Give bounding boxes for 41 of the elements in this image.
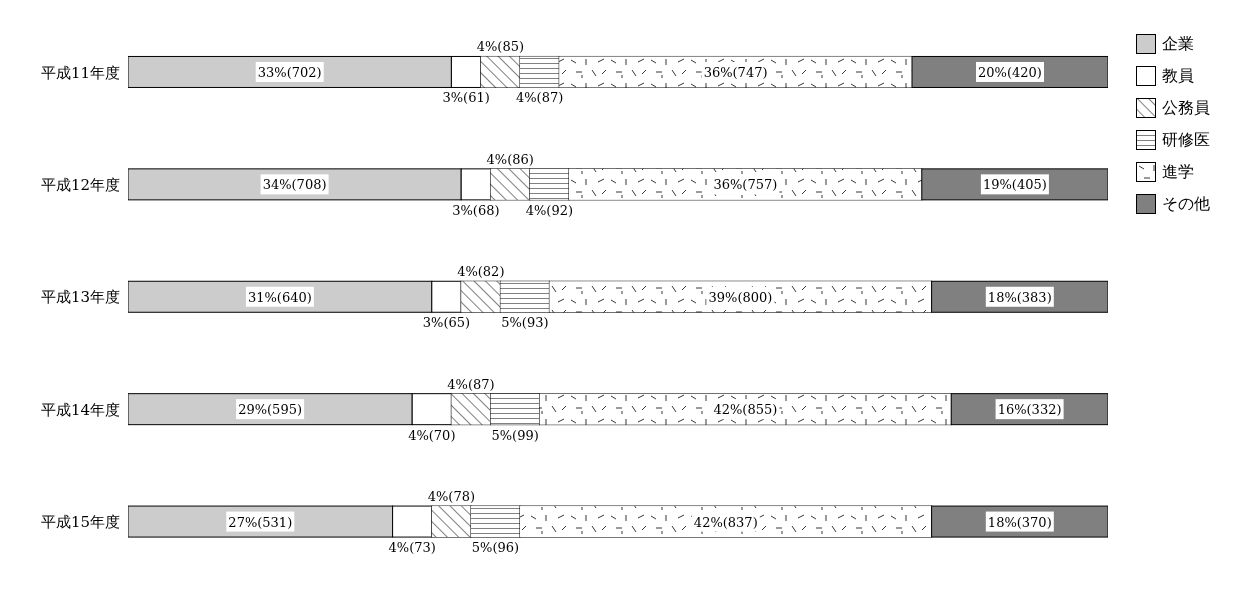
data-label: 18%(383): [987, 289, 1052, 305]
data-label: 4%(73): [388, 540, 436, 556]
data-label: 5%(99): [491, 427, 539, 443]
data-label: 3%(68): [452, 202, 500, 218]
data-label: 4%(87): [515, 90, 564, 106]
data-label: 36%(747): [703, 64, 768, 80]
legend-label: 教員: [1162, 65, 1194, 87]
legend-label: 公務員: [1162, 97, 1210, 119]
data-label: 31%(640): [247, 289, 312, 305]
legend-label: 研修医: [1162, 129, 1210, 151]
data-label: 27%(531): [228, 514, 293, 530]
data-label: 39%(800): [708, 289, 773, 305]
data-label: 29%(595): [238, 402, 303, 418]
y-tick-label: 平成15年度: [40, 513, 120, 532]
data-label: 19%(405): [982, 177, 1047, 193]
data-label: 33%(702): [257, 64, 322, 80]
y-tick-label: 平成13年度: [40, 288, 120, 307]
data-label: 36%(757): [713, 177, 778, 193]
data-label: 5%(96): [471, 540, 520, 556]
data-label: 4%(87): [447, 376, 495, 392]
data-label: 4%(92): [525, 202, 574, 218]
data-label: 4%(85): [476, 39, 525, 55]
data-label: 4%(70): [408, 427, 456, 443]
y-tick-label: 平成12年度: [40, 175, 120, 194]
data-label: 34%(708): [262, 177, 327, 193]
data-label: 42%(837): [693, 514, 758, 530]
data-label: 5%(93): [501, 315, 549, 331]
data-label: 4%(82): [457, 264, 505, 280]
legend-label: 企業: [1162, 33, 1194, 55]
data-label: 20%(420): [978, 64, 1042, 80]
y-tick-label: 平成14年度: [40, 400, 120, 419]
data-label: 3%(61): [442, 90, 490, 106]
data-label: 4%(86): [486, 151, 534, 167]
data-label: 16%(332): [997, 402, 1062, 418]
data-label: 18%(370): [987, 514, 1052, 530]
legend-label: 進学: [1162, 161, 1194, 183]
data-label: 42%(855): [713, 402, 778, 418]
y-tick-label: 平成11年度: [40, 63, 120, 82]
data-label: 3%(65): [422, 315, 471, 331]
data-label: 4%(78): [427, 489, 476, 505]
legend-label: その他: [1162, 193, 1210, 215]
